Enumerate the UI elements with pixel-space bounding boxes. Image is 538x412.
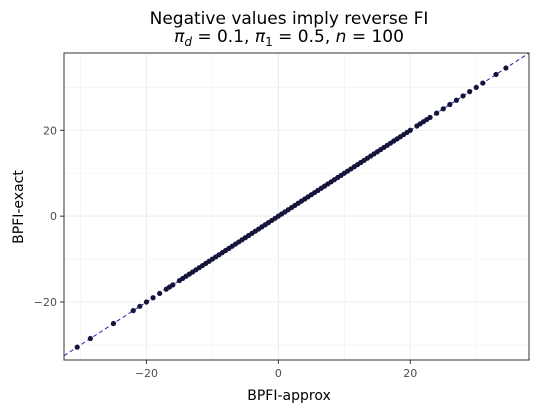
data-point (503, 65, 509, 71)
data-point (157, 290, 163, 297)
x-axis-label: BPFI-approx (247, 388, 331, 404)
subtitle-pi-1-symbol: π (255, 27, 266, 47)
x-tick-label: 20 (403, 367, 417, 380)
data-point (493, 71, 499, 78)
chart-subtitle: πd = 0.1, π1 = 0.5, n = 100 (174, 27, 404, 49)
y-tick-label: −20 (34, 296, 57, 309)
data-point (87, 335, 93, 342)
data-points (74, 65, 509, 350)
data-point (143, 299, 150, 305)
y-tick-label: 20 (43, 124, 57, 137)
data-point (473, 84, 479, 90)
data-point (467, 89, 473, 95)
x-tick-label: 0 (275, 367, 282, 380)
data-point (434, 110, 440, 116)
data-point (407, 127, 413, 133)
subtitle-pi-d-value: = 0.1, (192, 27, 255, 47)
data-point (150, 295, 156, 301)
data-point (440, 106, 446, 112)
plot-panel-border (63, 52, 530, 361)
y-tick-label: 0 (50, 210, 57, 223)
subtitle-pi-d-symbol: π (174, 27, 185, 47)
data-point (480, 80, 486, 86)
data-point (130, 308, 136, 314)
data-point (427, 114, 433, 121)
subtitle-pi-1-value: = 0.5, (273, 27, 336, 47)
major-gridlines (64, 53, 529, 360)
data-point (110, 320, 117, 327)
y-axis-label: BPFI-exact (11, 170, 27, 244)
data-point (170, 282, 176, 288)
data-point (74, 344, 80, 350)
data-point (453, 97, 460, 103)
minor-gridlines (64, 53, 529, 360)
x-tick-label: −20 (135, 367, 158, 380)
y-axis-ticks: −20 0 20 (34, 124, 64, 309)
subtitle-n-symbol: n (336, 27, 347, 47)
data-point (460, 93, 466, 99)
data-point (447, 101, 453, 108)
subtitle-pi-1-subscript: 1 (265, 35, 273, 49)
chart-title: Negative values imply reverse FI (150, 9, 429, 29)
data-point (137, 303, 143, 309)
subtitle-n-value: = 100 (346, 27, 404, 47)
x-axis-ticks: −20 0 20 (135, 360, 417, 380)
subtitle-pi-d-subscript: d (184, 35, 192, 49)
